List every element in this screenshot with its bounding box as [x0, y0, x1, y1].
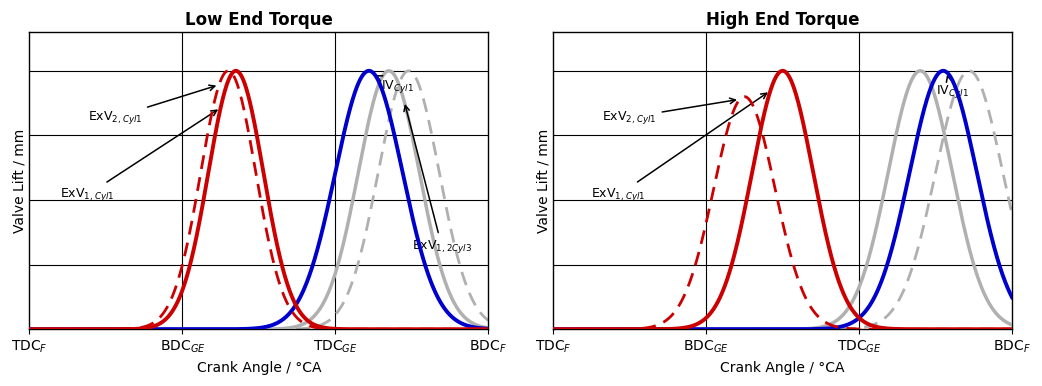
Y-axis label: Valve Lift / mm: Valve Lift / mm: [13, 129, 27, 233]
Title: Low End Torque: Low End Torque: [184, 11, 332, 29]
Text: IV$_{Cyl1}$: IV$_{Cyl1}$: [376, 75, 414, 95]
Title: High End Torque: High End Torque: [705, 11, 860, 29]
X-axis label: Crank Angle / °CA: Crank Angle / °CA: [720, 361, 845, 375]
Text: ExV$_{2, Cyl1}$: ExV$_{2, Cyl1}$: [88, 85, 215, 126]
X-axis label: Crank Angle / °CA: Crank Angle / °CA: [197, 361, 321, 375]
Text: ExV$_{1, Cyl1}$: ExV$_{1, Cyl1}$: [60, 110, 217, 203]
Text: ExV$_{1, Cyl1}$: ExV$_{1, Cyl1}$: [592, 93, 767, 203]
Text: ExV$_{2, Cyl1}$: ExV$_{2, Cyl1}$: [602, 98, 736, 126]
Y-axis label: Valve Lift / mm: Valve Lift / mm: [537, 129, 550, 233]
Text: ExV$_{1,2 Cyl3}$: ExV$_{1,2 Cyl3}$: [404, 105, 472, 255]
Text: IV$_{Cyl1}$: IV$_{Cyl1}$: [936, 76, 968, 100]
